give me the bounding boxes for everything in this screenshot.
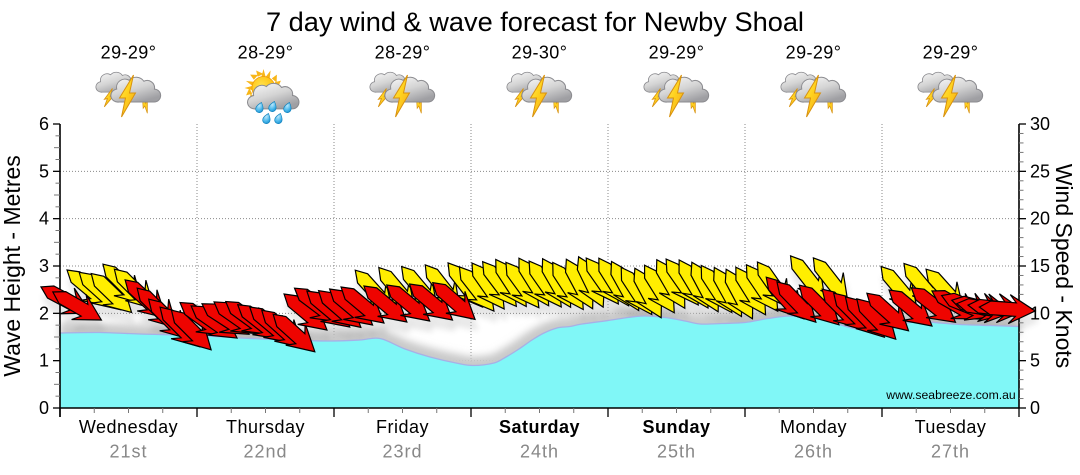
svg-text:29-30°: 29-30° <box>512 43 568 63</box>
svg-text:28-29°: 28-29° <box>375 43 431 63</box>
svg-text:0: 0 <box>39 398 49 418</box>
svg-text:29-29°: 29-29° <box>923 43 979 63</box>
svg-text:2: 2 <box>39 303 49 323</box>
svg-text:Wednesday: Wednesday <box>79 417 178 437</box>
svg-text:27th: 27th <box>931 442 970 462</box>
svg-text:28-29°: 28-29° <box>238 43 294 63</box>
svg-text:6: 6 <box>39 114 49 134</box>
svg-text:10: 10 <box>1030 303 1050 323</box>
svg-text:7 day wind & wave forecast for: 7 day wind & wave forecast for Newby Sho… <box>266 6 804 37</box>
svg-text:5: 5 <box>1030 351 1040 371</box>
svg-text:25th: 25th <box>657 442 696 462</box>
svg-text:24th: 24th <box>520 442 559 462</box>
svg-text:www.seabreeze.com.au: www.seabreeze.com.au <box>885 388 1015 402</box>
svg-text:21st: 21st <box>109 442 147 462</box>
svg-text:Saturday: Saturday <box>499 417 580 437</box>
svg-text:1: 1 <box>39 351 49 371</box>
svg-text:30: 30 <box>1030 114 1050 134</box>
svg-text:Thursday: Thursday <box>226 417 305 437</box>
svg-text:Wave Height - Metres: Wave Height - Metres <box>0 155 25 377</box>
svg-text:Wind Speed - Knots: Wind Speed - Knots <box>1051 164 1077 369</box>
svg-text:Friday: Friday <box>376 417 429 437</box>
svg-text:23rd: 23rd <box>382 442 422 462</box>
svg-text:3: 3 <box>39 256 49 276</box>
svg-text:26th: 26th <box>794 442 833 462</box>
svg-text:0: 0 <box>1030 398 1040 418</box>
svg-text:29-29°: 29-29° <box>649 43 705 63</box>
svg-text:22nd: 22nd <box>243 442 287 462</box>
svg-text:5: 5 <box>39 161 49 181</box>
svg-text:Monday: Monday <box>780 417 847 437</box>
svg-text:15: 15 <box>1030 256 1050 276</box>
svg-text:Tuesday: Tuesday <box>915 417 987 437</box>
svg-text:20: 20 <box>1030 209 1050 229</box>
svg-text:Sunday: Sunday <box>642 417 710 437</box>
svg-text:29-29°: 29-29° <box>101 43 157 63</box>
svg-text:29-29°: 29-29° <box>786 43 842 63</box>
svg-text:25: 25 <box>1030 161 1050 181</box>
svg-text:4: 4 <box>39 209 49 229</box>
